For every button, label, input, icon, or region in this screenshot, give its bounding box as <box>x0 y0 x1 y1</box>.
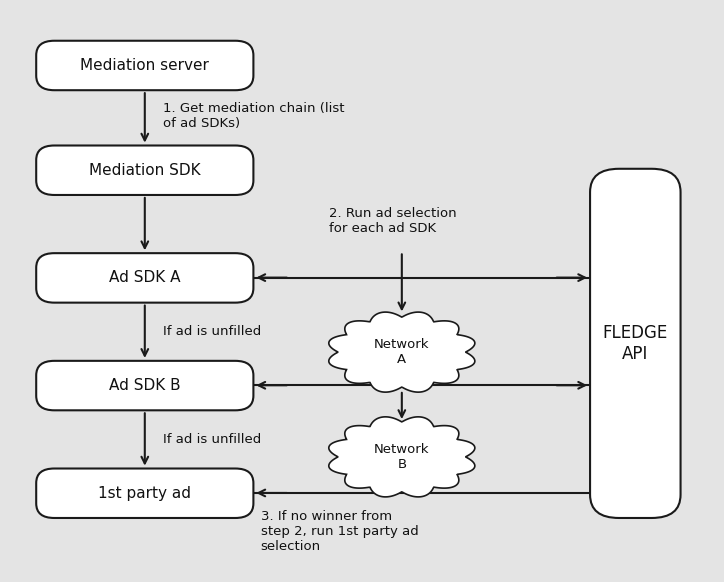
FancyBboxPatch shape <box>36 146 253 195</box>
Text: 3. If no winner from
step 2, run 1st party ad
selection: 3. If no winner from step 2, run 1st par… <box>261 510 418 553</box>
FancyBboxPatch shape <box>36 469 253 518</box>
Text: 2. Run ad selection
for each ad SDK: 2. Run ad selection for each ad SDK <box>329 207 457 235</box>
Text: Mediation SDK: Mediation SDK <box>89 163 201 178</box>
FancyBboxPatch shape <box>590 169 681 518</box>
Text: Ad SDK B: Ad SDK B <box>109 378 180 393</box>
Text: FLEDGE
API: FLEDGE API <box>602 324 668 363</box>
Text: Network
A: Network A <box>374 338 429 366</box>
Text: If ad is unfilled: If ad is unfilled <box>163 433 261 446</box>
Text: 1st party ad: 1st party ad <box>98 486 191 501</box>
Text: If ad is unfilled: If ad is unfilled <box>163 325 261 338</box>
FancyBboxPatch shape <box>36 253 253 303</box>
Polygon shape <box>329 312 475 392</box>
FancyBboxPatch shape <box>36 41 253 90</box>
FancyBboxPatch shape <box>36 361 253 410</box>
Text: Ad SDK A: Ad SDK A <box>109 271 180 285</box>
Polygon shape <box>329 417 475 497</box>
Text: Mediation server: Mediation server <box>80 58 209 73</box>
Text: Network
B: Network B <box>374 443 429 471</box>
Text: 1. Get mediation chain (list
of ad SDKs): 1. Get mediation chain (list of ad SDKs) <box>163 102 345 130</box>
